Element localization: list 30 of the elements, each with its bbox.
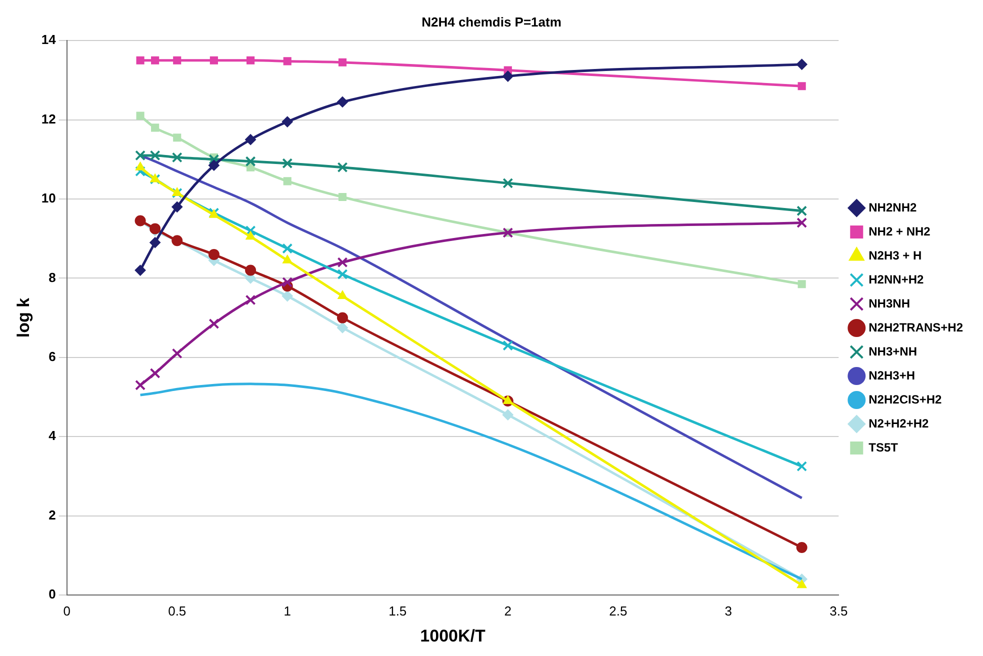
- x-tick-label: 3.5: [830, 603, 848, 618]
- y-tick-label: 2: [48, 507, 56, 522]
- y-axis-title: log k: [14, 297, 33, 338]
- legend-label: NH3+NH: [868, 344, 917, 358]
- y-tick-label: 6: [48, 348, 56, 364]
- x-tick-label: 2.5: [609, 603, 628, 618]
- y-tick-label: 8: [48, 270, 56, 285]
- x-tick-label: 1.5: [388, 603, 407, 618]
- legend-label: NH3NH: [868, 296, 910, 310]
- x-tick-label: 0.5: [168, 603, 186, 618]
- legend-label: N2+H2+H2: [868, 416, 929, 430]
- legend-label: N2H2TRANS+H2: [868, 320, 964, 334]
- legend-label: N2H3+H: [868, 368, 915, 382]
- y-tick-label: 10: [41, 190, 56, 206]
- legend-label: NH2NH2: [868, 200, 917, 214]
- x-axis-title: 1000K/T: [420, 626, 486, 646]
- legend-label: TS5T: [868, 440, 899, 454]
- chart-title: N2H4 chemdis P=1atm: [422, 14, 562, 30]
- x-tick-label: 2: [504, 603, 512, 618]
- legend-label: N2H2CIS+H2: [868, 392, 942, 406]
- legend-label: H2NN+H2: [868, 272, 924, 286]
- x-tick-label: 3: [724, 603, 732, 618]
- y-tick-label: 12: [41, 111, 56, 126]
- legend-label: NH2 + NH2: [868, 224, 931, 238]
- y-tick-label: 4: [48, 428, 57, 444]
- x-tick-label: 1: [284, 603, 291, 618]
- legend-label: N2H3 + H: [868, 248, 922, 262]
- x-tick-label: 0: [63, 603, 70, 618]
- y-tick-label: 0: [48, 586, 56, 602]
- y-tick-label: 14: [41, 32, 57, 48]
